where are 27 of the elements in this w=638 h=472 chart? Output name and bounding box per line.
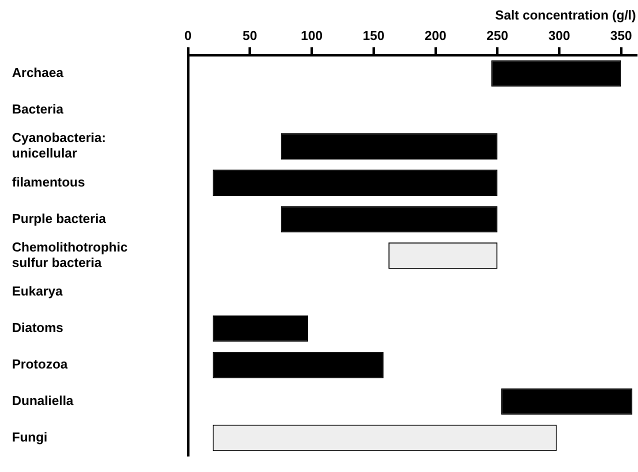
x-tick-label: 50 (242, 28, 258, 43)
bar (491, 60, 622, 87)
x-tick-label: 150 (362, 28, 384, 43)
x-tick-label: 350 (610, 28, 632, 43)
y-tick-label: Bacteria (12, 101, 64, 116)
x-tick-label: 100 (300, 28, 323, 43)
y-tick-label: Fungi (12, 430, 48, 445)
y-tick-label: Dunaliella (12, 393, 74, 408)
y-tick-label: Archaea (12, 65, 64, 80)
x-tick-label: 200 (424, 28, 446, 43)
y-tick-label: Diatoms (12, 320, 64, 336)
y-tick-label: Protozoa (12, 356, 68, 372)
y-tick-label: Cyanobacteria: unicellular (12, 130, 106, 161)
bar (280, 206, 498, 232)
x-tick-label: 300 (548, 28, 570, 43)
x-tick-label: 0 (184, 28, 192, 43)
y-tick-label: Eukarya (12, 284, 64, 299)
bar (280, 133, 498, 160)
y-tick-label: Purple bacteria (12, 210, 107, 226)
y-tick-label: Chemolithotrophic sulfur bacteria (12, 239, 128, 270)
bar (212, 315, 308, 342)
bar (212, 170, 498, 196)
bar (501, 388, 632, 415)
x-axis-title: Salt concentration (g/l) (495, 7, 636, 22)
y-tick-label: filamentous (12, 174, 85, 190)
bar (212, 352, 384, 378)
x-tick-label: 250 (486, 28, 508, 43)
